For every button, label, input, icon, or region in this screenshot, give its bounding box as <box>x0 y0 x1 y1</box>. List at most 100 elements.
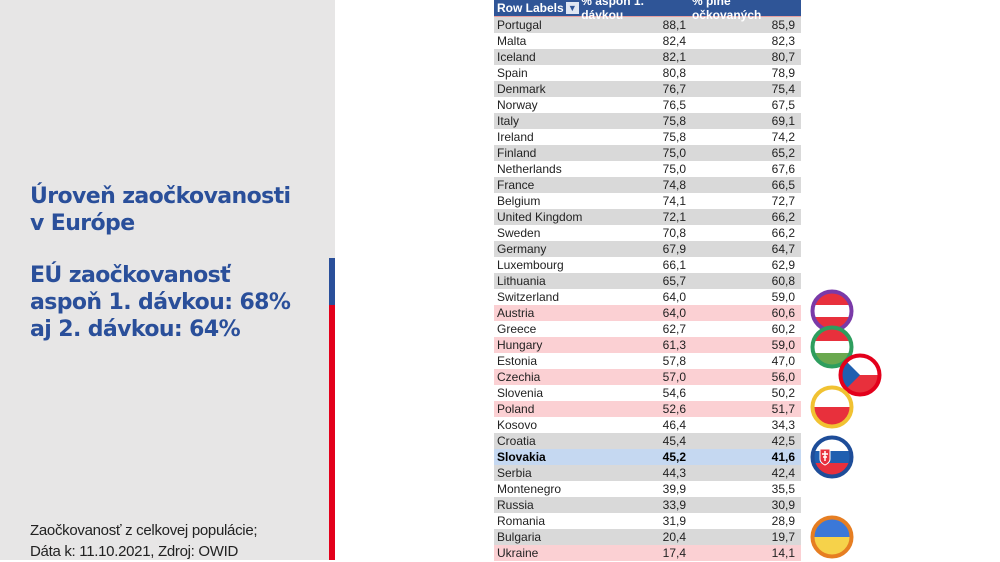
first-dose-cell: 57,0 <box>662 370 686 384</box>
country-cell: Sweden <box>497 226 541 240</box>
table-row: Montenegro 39,9 35,5 <box>494 481 801 497</box>
summary-second-dose: aj 2. dávkou: 64% <box>30 317 241 342</box>
table-row: Switzerland 64,0 59,0 <box>494 289 801 305</box>
country-cell: Malta <box>497 34 527 48</box>
page-title: Úroveň zaočkovanosti v Európe <box>30 183 291 237</box>
first-dose-cell: 31,9 <box>662 514 686 528</box>
fully-vaccinated-cell: 56,0 <box>771 370 795 384</box>
fully-vaccinated-cell: 66,2 <box>771 210 795 224</box>
title-line: v Európe <box>30 211 135 236</box>
left-panel: Úroveň zaočkovanosti v Európe EÚ zaočkov… <box>0 0 335 560</box>
table-row: Italy 75,8 69,1 <box>494 113 801 129</box>
fully-vaccinated-cell: 85,9 <box>771 18 795 32</box>
fully-vaccinated-cell: 60,8 <box>771 274 795 288</box>
first-dose-cell: 65,7 <box>662 274 686 288</box>
table-row: Belgium 74,1 72,7 <box>494 193 801 209</box>
country-cell: Belgium <box>497 194 541 208</box>
country-cell: Czechia <box>497 370 541 384</box>
table-row: Croatia 45,4 42,5 <box>494 433 801 449</box>
first-dose-cell: 67,9 <box>662 242 686 256</box>
fully-vaccinated-cell: 60,6 <box>771 306 795 320</box>
country-cell: Norway <box>497 98 538 112</box>
fully-vaccinated-cell: 30,9 <box>771 498 795 512</box>
table-row: Ireland 75,8 74,2 <box>494 129 801 145</box>
first-dose-cell: 75,0 <box>662 162 686 176</box>
first-dose-cell: 76,7 <box>662 82 686 96</box>
table-row: Netherlands 75,0 67,6 <box>494 161 801 177</box>
hungary-flag-icon <box>810 325 854 369</box>
table-row: Slovakia 45,2 41,6 <box>494 449 801 465</box>
table-row: Ukraine 17,4 14,1 <box>494 545 801 561</box>
table-row: United Kingdom 72,1 66,2 <box>494 209 801 225</box>
accent-bar-blue <box>329 258 335 305</box>
first-dose-cell: 75,0 <box>662 146 686 160</box>
fully-vaccinated-cell: 78,9 <box>771 66 795 80</box>
table-row: Kosovo 46,4 34,3 <box>494 417 801 433</box>
first-dose-cell: 20,4 <box>662 530 686 544</box>
fully-vaccinated-cell: 19,7 <box>771 530 795 544</box>
first-dose-cell: 57,8 <box>662 354 686 368</box>
table-row: Poland 52,6 51,7 <box>494 401 801 417</box>
country-cell: Denmark <box>497 82 546 96</box>
first-dose-cell: 61,3 <box>662 338 686 352</box>
fully-vaccinated-cell: 66,5 <box>771 178 795 192</box>
first-dose-cell: 17,4 <box>662 546 686 560</box>
first-dose-cell: 72,1 <box>662 210 686 224</box>
first-dose-cell: 75,8 <box>662 114 686 128</box>
title-line: Úroveň zaočkovanosti <box>30 184 291 209</box>
table-row: Lithuania 65,7 60,8 <box>494 273 801 289</box>
table-row: Czechia 57,0 56,0 <box>494 369 801 385</box>
eu-summary: EÚ zaočkovanosť aspoň 1. dávkou: 68% aj … <box>30 262 291 343</box>
summary-first-dose: aspoň 1. dávkou: 68% <box>30 290 291 315</box>
table-row: Russia 33,9 30,9 <box>494 497 801 513</box>
table-row: Romania 31,9 28,9 <box>494 513 801 529</box>
table-row: Malta 82,4 82,3 <box>494 33 801 49</box>
first-dose-cell: 62,7 <box>662 322 686 336</box>
ukraine-flag-icon <box>810 515 854 559</box>
first-dose-cell: 64,0 <box>662 306 686 320</box>
table-row: Sweden 70,8 66,2 <box>494 225 801 241</box>
table-row: Germany 67,9 64,7 <box>494 241 801 257</box>
table-row: Luxembourg 66,1 62,9 <box>494 257 801 273</box>
fully-vaccinated-cell: 66,2 <box>771 226 795 240</box>
sort-filter-icon[interactable]: ▼ <box>565 2 580 14</box>
table-row: Norway 76,5 67,5 <box>494 97 801 113</box>
country-cell: Iceland <box>497 50 536 64</box>
fully-vaccinated-cell: 35,5 <box>771 482 795 496</box>
table-row: Serbia 44,3 42,4 <box>494 465 801 481</box>
accent-bar-red <box>329 305 335 560</box>
first-dose-cell: 64,0 <box>662 290 686 304</box>
table-row: Hungary 61,3 59,0 <box>494 337 801 353</box>
table-row: Portugal 88,1 85,9 <box>494 17 801 33</box>
first-dose-cell: 45,4 <box>662 434 686 448</box>
country-cell: Greece <box>497 322 537 336</box>
country-cell: Italy <box>497 114 520 128</box>
country-cell: Germany <box>497 242 547 256</box>
first-dose-cell: 46,4 <box>662 418 686 432</box>
country-cell: Romania <box>497 514 546 528</box>
note-line: Zaočkovanosť z celkovej populácie; <box>30 522 258 539</box>
source-note: Zaočkovanosť z celkovej populácie; Dáta … <box>30 520 258 562</box>
fully-vaccinated-cell: 42,4 <box>771 466 795 480</box>
first-dose-cell: 76,5 <box>662 98 686 112</box>
first-dose-cell: 70,8 <box>662 226 686 240</box>
czechia-flag-icon <box>838 353 882 397</box>
fully-vaccinated-cell: 62,9 <box>771 258 795 272</box>
fully-vaccinated-cell: 67,5 <box>771 98 795 112</box>
first-dose-cell: 80,8 <box>662 66 686 80</box>
table-row: Denmark 76,7 75,4 <box>494 81 801 97</box>
note-line: Dáta k: 11.10.2021, Zdroj: OWID <box>30 543 239 560</box>
fully-vaccinated-cell: 69,1 <box>771 114 795 128</box>
table-body: Portugal 88,1 85,9 Malta 82,4 82,3 Iceland 82,1… <box>494 17 801 561</box>
country-cell: Ireland <box>497 130 534 144</box>
first-dose-cell: 54,6 <box>662 386 686 400</box>
header-first-dose: % aspoň 1. dávkou <box>581 0 644 22</box>
first-dose-cell: 39,9 <box>662 482 686 496</box>
table-row: France 74,8 66,5 <box>494 177 801 193</box>
country-cell: Luxembourg <box>497 258 564 272</box>
country-cell: United Kingdom <box>497 210 583 224</box>
table-row: Finland 75,0 65,2 <box>494 145 801 161</box>
first-dose-cell: 33,9 <box>662 498 686 512</box>
first-dose-cell: 75,8 <box>662 130 686 144</box>
country-cell: Russia <box>497 498 534 512</box>
